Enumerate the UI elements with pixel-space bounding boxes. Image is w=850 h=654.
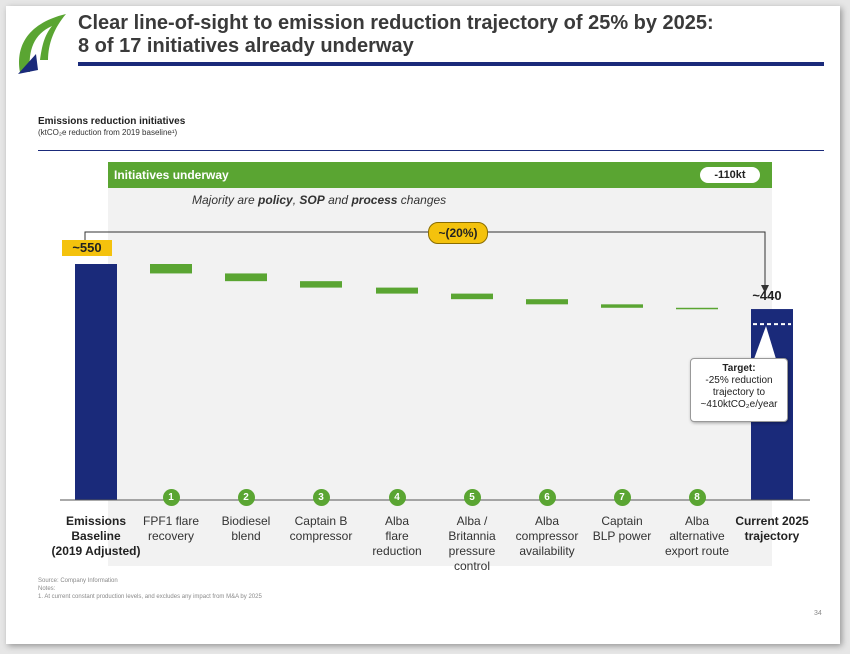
title-line-2: 8 of 17 initiatives already underway (78, 35, 414, 57)
title-divider (78, 62, 824, 66)
category-label-line: blend (231, 529, 261, 543)
initiative-number-5: 5 (463, 489, 481, 506)
category-label-line: Alba / (456, 514, 488, 528)
category-label-line: FPF1 flare (142, 514, 199, 528)
bar-initiative-3 (300, 281, 342, 288)
category-label-line: Captain (601, 514, 643, 528)
target-line-3: ~410ktCO₂e/year (700, 399, 778, 410)
category-label-line: pressure (448, 544, 496, 558)
target-pointer (754, 326, 776, 359)
category-label: Captain BLP power (577, 514, 667, 544)
category-label-line: trajectory (744, 529, 800, 543)
initiative-number-1: 1 (162, 489, 180, 506)
category-label-line: compressor (515, 529, 579, 543)
initiative-number-2: 2 (237, 489, 255, 506)
target-title: Target: (722, 363, 756, 374)
category-label-line: alternative (669, 529, 725, 543)
category-label-line: Emissions (65, 514, 127, 528)
category-label-line: export route (664, 544, 730, 558)
category-label-line: Baseline (71, 529, 121, 543)
category-label-line: Alba (534, 514, 560, 528)
target-line-2: trajectory to (712, 387, 766, 398)
category-label: Alba compressor availability (502, 514, 592, 559)
footnote-1: 1. At current constant production levels… (38, 594, 262, 600)
subtitle-divider (38, 150, 824, 151)
baseline-value-label: ~550 (62, 240, 112, 256)
majority-note: Majority are policy, SOP and process cha… (192, 193, 447, 207)
category-label-line: flare (385, 529, 409, 543)
initiatives-panel-label: Initiatives underway (114, 168, 229, 182)
category-label-line: BLP power (592, 529, 652, 543)
category-label-line: Alba (384, 514, 410, 528)
reduction-arrowhead (761, 285, 769, 294)
initiative-number-7: 7 (613, 489, 631, 506)
initiative-number-6: 6 (538, 489, 556, 506)
footnote-notes: Notes: (38, 586, 56, 592)
initiative-number-4: 4 (388, 489, 406, 506)
category-label-line: reduction (372, 544, 422, 558)
category-label-line: (2019 Adjusted) (51, 544, 141, 558)
category-label: Alba flare reduction (352, 514, 442, 559)
bar-initiative-5 (451, 293, 493, 300)
footnote-source: Source: Company Information (38, 578, 118, 584)
category-label-line: Britannia (448, 529, 496, 543)
page-title: Clear line-of-sight to emission reductio… (78, 12, 798, 58)
bar-initiative-8 (676, 307, 718, 310)
category-label: Alba / Britannia pressure control (427, 514, 517, 574)
reduction-percent-badge: ~(20%) (428, 222, 488, 244)
category-label-line: compressor (289, 529, 353, 543)
target-line-1: -25% reduction (705, 375, 773, 386)
category-label-line: Captain B (294, 514, 348, 528)
category-label-line: Biodiesel (221, 514, 271, 528)
target-callout: Target: -25% reduction trajectory to ~41… (690, 358, 788, 422)
initiatives-panel-header (108, 162, 772, 188)
title-line-1: Clear line-of-sight to emission reductio… (78, 12, 714, 34)
initiative-number-3: 3 (312, 489, 330, 506)
category-label: Biodiesel blend (201, 514, 291, 544)
category-label: Emissions Baseline (2019 Adjusted) (51, 514, 141, 559)
page-number: 34 (814, 610, 822, 617)
category-label: FPF1 flare recovery (126, 514, 216, 544)
bar-initiative-4 (376, 287, 418, 294)
category-label-line: control (453, 559, 491, 573)
bar-baseline (75, 264, 117, 500)
reduction-bracket (84, 231, 766, 288)
company-logo (18, 14, 66, 74)
category-label-line: recovery (147, 529, 194, 543)
bar-initiative-1 (150, 264, 192, 274)
chart-subtitle: Emissions reduction initiatives (38, 116, 186, 127)
category-label: Current 2025 trajectory (727, 514, 817, 544)
initiative-number-8: 8 (688, 489, 706, 506)
category-label: Alba alternative export route (652, 514, 742, 559)
category-label-line: availability (519, 544, 575, 558)
bar-initiative-6 (526, 299, 568, 305)
total-reduction-badge: -110kt (700, 167, 760, 183)
chart-unit-note: (ktCO₂e reduction from 2019 baseline¹) (38, 128, 178, 137)
bar-initiative-2 (225, 273, 267, 282)
category-label-line: Current 2025 (735, 514, 809, 528)
category-label-line: Alba (684, 514, 710, 528)
current-value-label: ~440 (752, 288, 782, 303)
bar-initiative-7 (601, 304, 643, 308)
